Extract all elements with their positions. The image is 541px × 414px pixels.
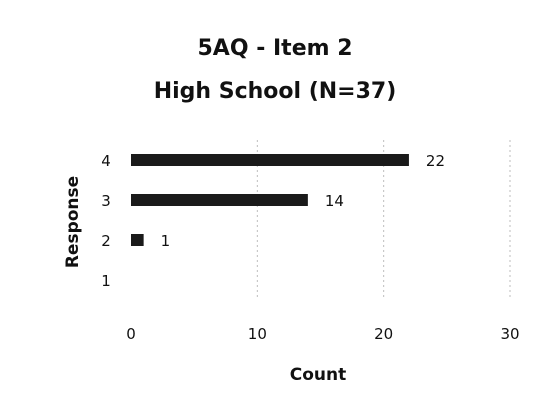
- x-tick-labels: 0 10 20 30: [126, 325, 519, 343]
- y-axis-label: Response: [63, 176, 83, 268]
- data-labels: 1 14 22: [161, 152, 445, 250]
- data-label-response-2: 1: [161, 232, 171, 250]
- gridlines: [256, 140, 511, 300]
- bar-response-3: [131, 194, 308, 206]
- y-tick-labels: 1 2 3 4: [101, 152, 111, 290]
- x-axis-label: Count: [290, 365, 347, 385]
- x-tick-label: 0: [126, 325, 136, 343]
- chart-title-line-2: High School (N=37): [154, 79, 397, 104]
- x-tick-label: 30: [500, 325, 519, 343]
- chart-title-line-1: 5AQ - Item 2: [198, 36, 353, 61]
- y-tick-label: 1: [101, 272, 111, 290]
- y-tick-label: 2: [101, 232, 111, 250]
- bars: [131, 154, 409, 246]
- data-label-response-4: 22: [426, 152, 445, 170]
- bar-response-4: [131, 154, 409, 166]
- x-tick-label: 20: [374, 325, 393, 343]
- x-tick-label: 10: [248, 325, 267, 343]
- y-tick-label: 4: [101, 152, 111, 170]
- bar-response-2: [131, 234, 144, 246]
- y-tick-label: 3: [101, 192, 111, 210]
- data-label-response-3: 14: [325, 192, 344, 210]
